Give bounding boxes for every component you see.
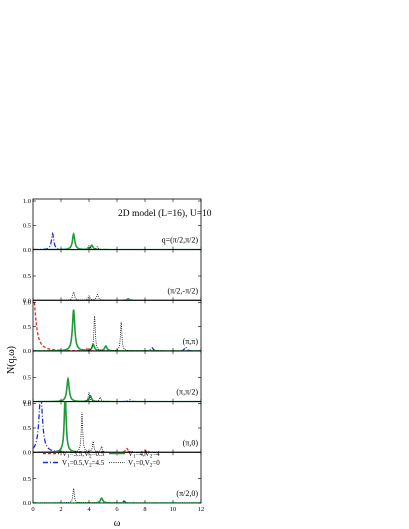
x-tick-label: 8 <box>143 506 146 513</box>
y-tick-label: 0.5 <box>23 273 31 280</box>
legend-label: V1=4,V2=4 <box>128 450 160 460</box>
y-tick-label: 0.5 <box>23 223 31 230</box>
y-tick-label: 0.0 <box>23 348 31 355</box>
y-tick-label: 0.0 <box>23 500 31 507</box>
panels-group: 0.00.51.0q=(π/2,π/2)0.00.5(π/2,-π/2)0.00… <box>23 198 204 513</box>
chart-title: 2D model (L=16), U=10 <box>118 208 212 219</box>
panel-0: 0.0 0.5 1.0 q=(π/2,π/2) <box>23 198 202 254</box>
y-tick-label: 1.0 <box>23 300 31 307</box>
panel-label: (π,π) <box>183 337 199 346</box>
x-tick-label: 10 <box>170 506 177 513</box>
x-axis: 0 2 4 6 8 10 12 <box>31 506 204 513</box>
legend: V1=3.5,V2=0.5 V1=4,V2=4 V1=0.5,V2=4.5 V1=0,… <box>43 450 160 469</box>
panel-label: (π,π/2) <box>176 388 198 397</box>
panel-frame <box>32 299 202 352</box>
y-axis-label: N(q,ω) <box>6 346 17 374</box>
y-tick-label: 0.0 <box>23 247 31 254</box>
panel-1: 0.0 0.5 (π/2,-π/2) <box>23 249 202 305</box>
panel-label: q=(π/2,π/2) <box>162 236 199 245</box>
y-tick-label: 0.5 <box>23 476 31 483</box>
panel-label: (π/2,-π/2) <box>167 286 198 295</box>
y-tick-label: 0.0 <box>23 399 31 406</box>
x-tick-label: 6 <box>115 506 119 513</box>
panel-4: 0.0 0.5 1.0 (π,0) <box>23 401 202 457</box>
x-axis-label: ω <box>114 518 121 529</box>
y-tick-label: 0.5 <box>23 425 31 432</box>
legend-label: V1=0,V2=0 <box>128 459 160 469</box>
series-line-2 <box>33 309 201 352</box>
legend-label: V1=0.5,V2=4.5 <box>62 459 105 469</box>
series-line-3 <box>33 315 201 352</box>
panel-frame <box>32 401 202 453</box>
panel-label: (π,0) <box>183 438 199 447</box>
y-tick-label: 0.0 <box>23 298 31 305</box>
y-tick-label: 0.5 <box>23 324 31 331</box>
y-tick-label: 1.0 <box>23 198 31 205</box>
x-tick-label: 2 <box>59 506 62 513</box>
legend-label: V1=3.5,V2=0.5 <box>62 450 105 460</box>
y-tick-label: 0.0 <box>23 450 31 457</box>
y-tick-label: 1.0 <box>23 401 31 408</box>
panel-2: 0.0 0.5 1.0 (π,π) <box>23 299 202 355</box>
x-tick-label: 4 <box>87 506 91 513</box>
panel-3: 0.0 0.5 (π,π/2) <box>23 350 202 406</box>
panel-5: 0.0 0.5 (π/2,0) <box>23 451 202 507</box>
y-tick-label: 0.5 <box>23 375 31 382</box>
x-tick-label: 0 <box>31 506 34 513</box>
panel-label: (π/2,0) <box>176 489 198 498</box>
x-tick-label: 12 <box>198 506 205 513</box>
series-line-3 <box>33 412 201 453</box>
